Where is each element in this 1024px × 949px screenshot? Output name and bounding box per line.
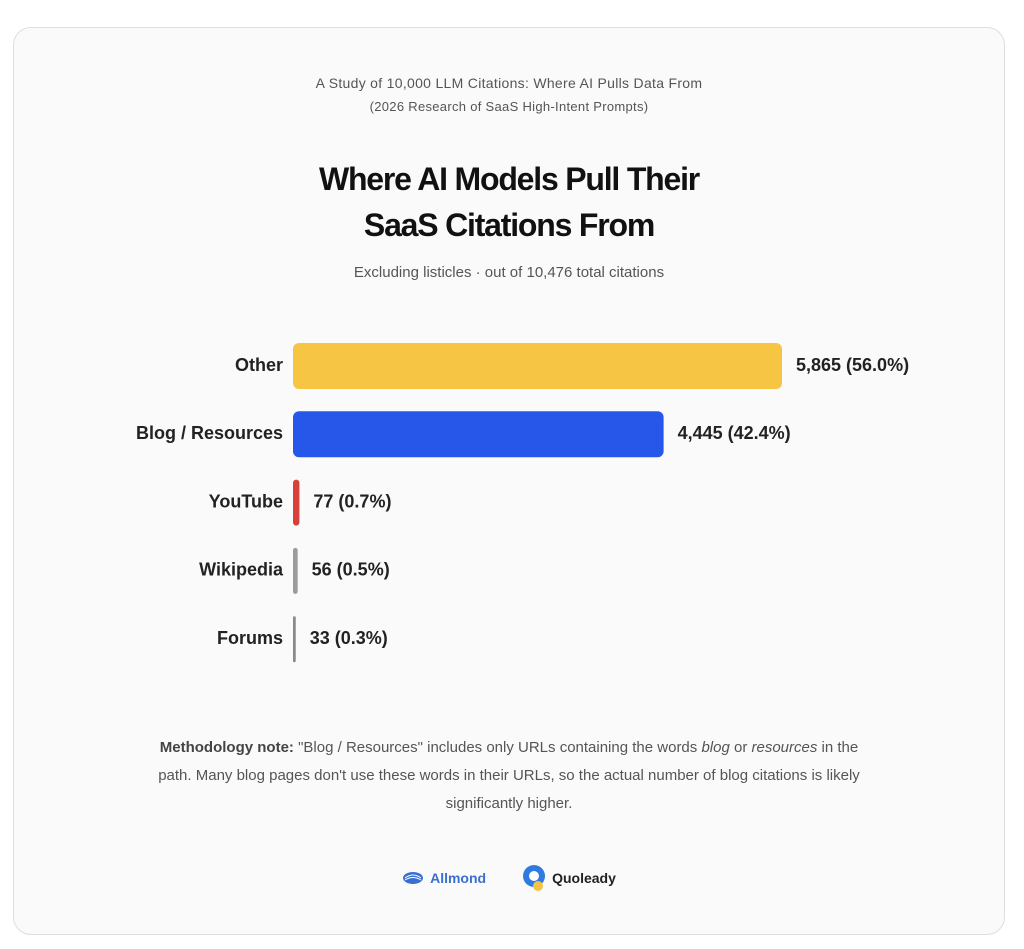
- note-label: Methodology note:: [159, 739, 294, 756]
- bar: [293, 547, 298, 594]
- note-text: or: [729, 739, 752, 756]
- value-label: 5,865 (56.0%): [796, 355, 909, 375]
- note-text: in the path. Many blog pages don't use t…: [158, 739, 860, 812]
- logo-icon: [403, 872, 424, 884]
- note-italic: blog: [701, 739, 730, 756]
- logos: Allmond Quoleady: [14, 864, 1004, 892]
- category-label: Blog / Resources: [136, 423, 283, 443]
- value-label: 77 (0.7%): [313, 491, 391, 511]
- bar: [293, 411, 664, 458]
- card: A Study of 10,000 LLM Citations: Where A…: [13, 27, 1005, 935]
- logo-text: Quoleady: [552, 870, 616, 886]
- kicker-sub: (2026 Research of SaaS High-Intent Promp…: [369, 99, 649, 114]
- note-text: "Blog / Resources" includes only URLs co…: [298, 739, 702, 756]
- logo-icon: [523, 865, 546, 891]
- value-label: 33 (0.3%): [310, 628, 388, 648]
- value-label: 56 (0.5%): [312, 560, 390, 580]
- bar: [293, 616, 296, 663]
- note-italic: resources: [751, 739, 818, 756]
- bar: [293, 343, 782, 389]
- logo-text: Allmond: [430, 870, 487, 886]
- kicker: A Study of 10,000 LLM Citations: Where A…: [315, 75, 703, 91]
- category-label: Forums: [217, 628, 283, 648]
- category-label: YouTube: [209, 491, 283, 511]
- chart-title: Where AI Models Pull Their SaaS Citation…: [318, 161, 700, 243]
- subtitle: Excluding listicles · out of 10,476 tota…: [353, 264, 665, 281]
- bar: [293, 479, 300, 526]
- value-label: 4,445 (42.4%): [678, 423, 791, 443]
- logo-quoleady: Quoleady: [522, 864, 616, 892]
- category-label: Wikipedia: [199, 560, 284, 580]
- note: Methodology note: "Blog / Resources" inc…: [149, 734, 869, 818]
- category-label: Other: [235, 355, 283, 375]
- logo-allmond: Allmond: [402, 870, 486, 886]
